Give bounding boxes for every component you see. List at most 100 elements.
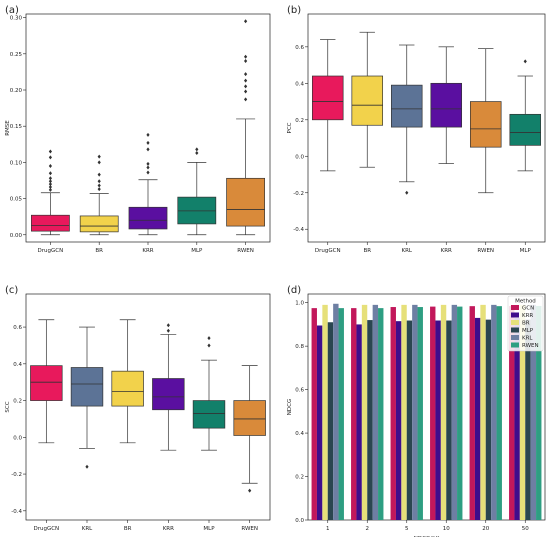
box-iqr	[430, 82, 463, 128]
outlier-point	[48, 184, 52, 189]
box-krr	[128, 132, 168, 236]
legend-label: KRR	[522, 313, 533, 319]
x-tick-label: 50	[522, 526, 529, 532]
legend-label: KRL	[522, 336, 533, 342]
bar-krl	[491, 304, 497, 520]
outlier-point	[195, 147, 199, 152]
box-krl	[390, 44, 423, 195]
box-iqr	[79, 215, 119, 233]
panel-a: (a) 0.00 0.05 0.10 0.15 0.20 0.25 0.30 RMSE DrugG…	[5, 5, 271, 254]
box-iqr	[311, 75, 344, 121]
box-iqr	[111, 370, 144, 407]
outlier-point	[248, 488, 252, 493]
y-tick-label: 0.4	[13, 362, 22, 368]
box-iqr	[469, 101, 502, 148]
x-tick-label: KRL	[402, 248, 413, 254]
panel-b: (b) -0.4 -0.2 0.0 0.2 0.4 0.6 PCC DrugGCN BR KRL KR…	[287, 5, 546, 254]
panel-label: (a)	[5, 5, 19, 16]
y-tick-label: 0.2	[295, 475, 304, 481]
bar-mlp	[525, 319, 531, 520]
outlier-point	[97, 172, 101, 177]
outlier-point	[97, 187, 101, 192]
box-druggcn	[311, 39, 344, 172]
bar-rwen	[338, 308, 344, 520]
box-iqr	[30, 365, 63, 401]
bar-gcn	[469, 306, 475, 520]
box-iqr	[152, 378, 185, 411]
box-iqr	[128, 206, 168, 230]
outlier-point	[97, 160, 101, 165]
box-krl	[70, 326, 104, 469]
legend-title: Method	[515, 299, 536, 305]
x-tick-label: BR	[363, 248, 371, 254]
y-axis-title: RMSE	[5, 120, 11, 136]
bar-gcn	[390, 307, 396, 520]
bar-krl	[333, 303, 339, 520]
legend-swatch	[511, 335, 519, 340]
box-iqr	[192, 400, 226, 429]
plot-frame	[307, 13, 546, 243]
outlier-point	[97, 154, 101, 159]
outlier-point	[48, 182, 52, 187]
bar-br	[440, 304, 447, 520]
outlier-point	[166, 328, 170, 333]
x-tick-label: 20	[482, 526, 489, 532]
legend-swatch	[511, 305, 519, 310]
x-tick-label: BR	[124, 526, 132, 532]
box-mlp	[192, 336, 226, 451]
box-iqr	[70, 367, 104, 407]
y-tick-label: 1.0	[295, 301, 304, 307]
outlier-point	[146, 165, 150, 170]
legend-label: GCN	[522, 306, 534, 312]
x-tick-label: BR	[95, 248, 103, 254]
bar-rwen	[417, 307, 423, 520]
y-tick-label: -0.4	[11, 509, 22, 515]
bar-br	[519, 304, 526, 520]
bar-rwen	[536, 305, 542, 520]
panel-label: (b)	[287, 5, 301, 16]
outlier-point	[85, 464, 89, 469]
y-axis-title: SCC	[5, 401, 11, 412]
y-tick-label: 0.30	[10, 16, 23, 22]
bar-gcn	[430, 306, 436, 520]
box-iqr	[390, 84, 423, 128]
x-tick-label: DrugGCN	[315, 248, 341, 254]
x-tick-label: KRR	[163, 526, 174, 532]
legend-swatch	[511, 327, 519, 333]
outlier-point	[48, 155, 52, 160]
panel-d: (d)0.00.20.40.60.81.0NDCG125102050NDCG@K…	[287, 285, 546, 537]
outlier-point	[244, 84, 248, 89]
y-tick-label: 0.10	[10, 160, 23, 166]
y-tick-label: 0.2	[13, 399, 22, 405]
outlier-point	[146, 170, 150, 175]
box-rwen	[469, 48, 502, 194]
bar-rwen	[457, 306, 463, 520]
legend-label: RWEN	[522, 343, 539, 349]
bar-br	[480, 304, 486, 520]
outlier-point	[523, 59, 527, 64]
plot-frame	[25, 293, 271, 521]
x-tick-label: DrugGCN	[33, 526, 59, 532]
y-tick-label: 0.4	[295, 431, 304, 437]
y-tick-label: 0.0	[13, 435, 22, 441]
outlier-point	[195, 150, 199, 155]
box-iqr	[226, 177, 265, 227]
y-tick-label: 0.0	[295, 154, 304, 160]
outlier-point	[244, 78, 248, 83]
outlier-point	[244, 59, 248, 64]
box-mlp	[509, 59, 542, 172]
box-krr	[430, 46, 463, 164]
legend-label: MLP	[522, 328, 534, 334]
legend-label: BR	[522, 321, 530, 327]
y-tick-label: -0.2	[293, 191, 304, 197]
legend-swatch	[511, 342, 519, 348]
legend-swatch	[511, 312, 519, 318]
bar-krl	[412, 304, 418, 520]
y-tick-label: 0.0	[295, 518, 304, 524]
bar-gcn	[509, 305, 515, 520]
box-iqr	[31, 214, 70, 232]
x-tick-label: MLP	[203, 526, 215, 532]
y-tick-label: 0.8	[295, 344, 304, 350]
